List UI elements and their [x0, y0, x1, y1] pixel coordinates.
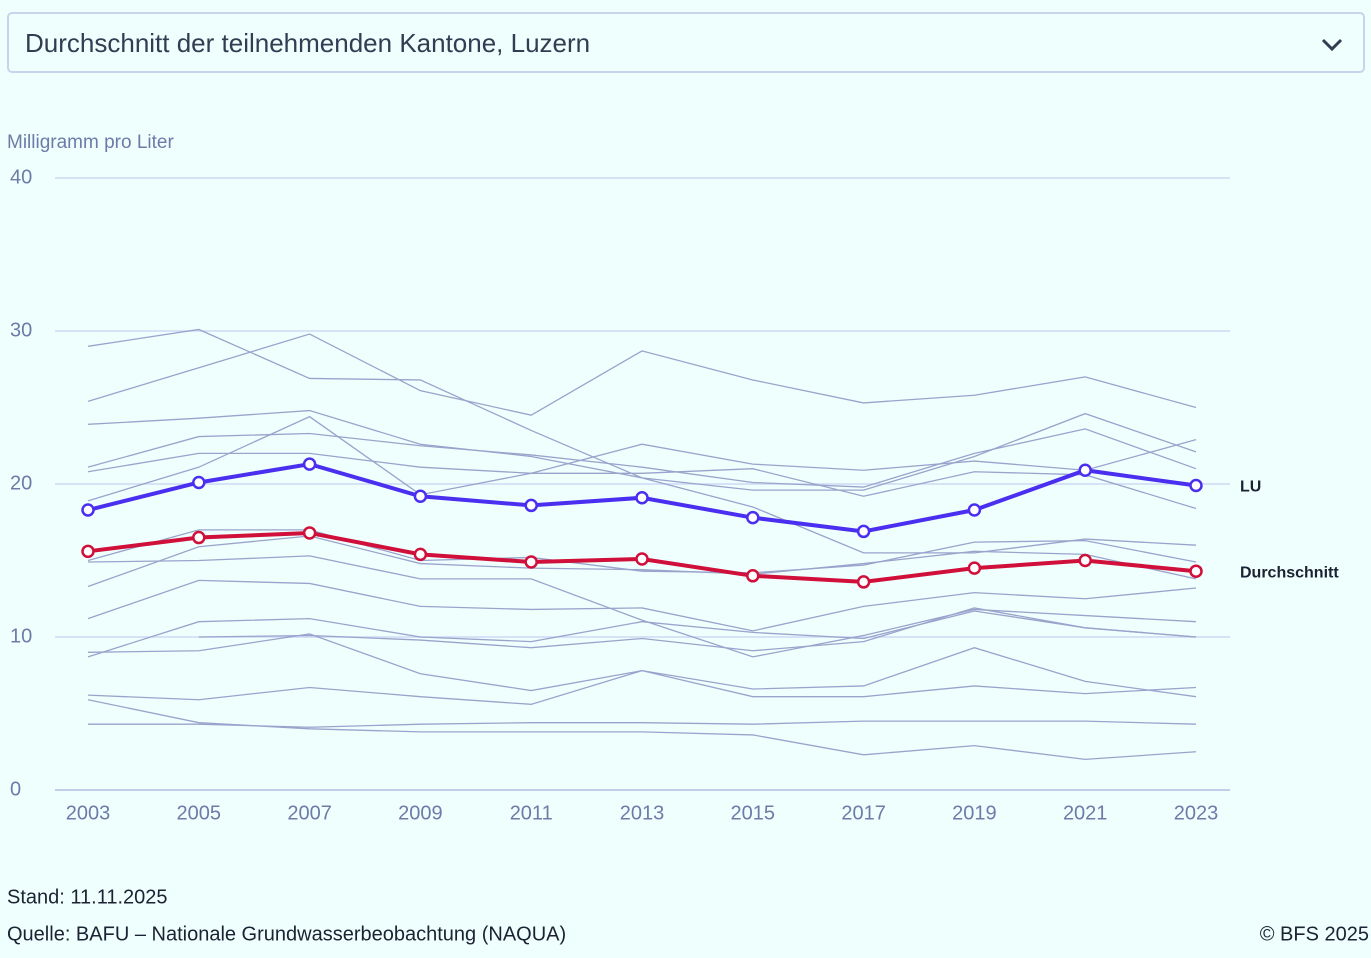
point: [746, 510, 760, 525]
x-tick-label: 2017: [841, 802, 886, 824]
point: [1078, 553, 1092, 568]
point: [1189, 564, 1203, 578]
point: [635, 552, 649, 566]
y-tick-label: 40: [10, 166, 32, 188]
x-tick-label: 2021: [1063, 802, 1108, 824]
dropdown-box[interactable]: [7, 12, 1365, 73]
x-tick-label: 2013: [620, 802, 665, 824]
canton-line: [87, 409, 1197, 491]
point: [302, 526, 317, 540]
stand: Stand: 11.11.2025: [7, 886, 168, 908]
y-tick-label: 0: [10, 778, 21, 800]
x-tick-label: 2011: [510, 802, 553, 824]
point: [524, 498, 538, 513]
y-tick-label: 10: [10, 625, 32, 647]
point: [967, 503, 982, 517]
point: [524, 555, 538, 569]
x-tick-label: 2003: [66, 802, 111, 824]
point: [302, 457, 317, 471]
canton-line: [198, 607, 1197, 652]
canton-line: [87, 555, 1197, 658]
y-tick-label: 30: [10, 319, 32, 341]
canton-line: [87, 529, 1197, 574]
x-tick-label: 2009: [398, 802, 443, 824]
canton-line: [87, 428, 1197, 488]
point: [413, 547, 428, 562]
series-label: LU: [1240, 479, 1261, 496]
canton-line: [87, 333, 1197, 416]
point: [856, 524, 871, 539]
canton-line: [87, 452, 1197, 510]
point: [192, 475, 206, 490]
point: [192, 530, 206, 545]
canton-line: [87, 415, 1197, 502]
y-axis-label: Milligramm pro Liter: [7, 132, 174, 153]
canton-line: [87, 535, 1197, 588]
copyright: © BFS 2025: [1260, 923, 1369, 945]
x-tick-label: 2007: [287, 802, 332, 824]
point: [81, 503, 95, 517]
dropdown-label: Durchschnitt der teilnehmenden Kantone, …: [25, 28, 590, 58]
point: [856, 575, 871, 589]
canton-line: [87, 669, 1197, 705]
x-tick-label: 2015: [731, 802, 776, 824]
point: [81, 544, 95, 559]
x-tick-label: 2005: [177, 802, 222, 824]
point: [746, 569, 760, 583]
x-tick-label: 2019: [952, 802, 997, 824]
y-tick-label: 20: [10, 472, 32, 494]
canton-line: [87, 579, 1197, 632]
point: [413, 489, 428, 503]
x-tick-label: 2023: [1174, 802, 1219, 824]
point: [967, 561, 982, 575]
point: [635, 491, 649, 505]
point: [1078, 463, 1092, 477]
series-label: Durchschnitt: [1240, 564, 1339, 581]
canton-line: [88, 720, 1197, 728]
canton-line: [87, 610, 1197, 658]
dropdown[interactable]: Durchschnitt der teilnehmenden Kantone, …: [7, 12, 1365, 73]
chevron: [1321, 38, 1343, 52]
point: [1189, 478, 1203, 493]
source: Quelle: BAFU – Nationale Grundwasserbeob…: [7, 923, 566, 945]
